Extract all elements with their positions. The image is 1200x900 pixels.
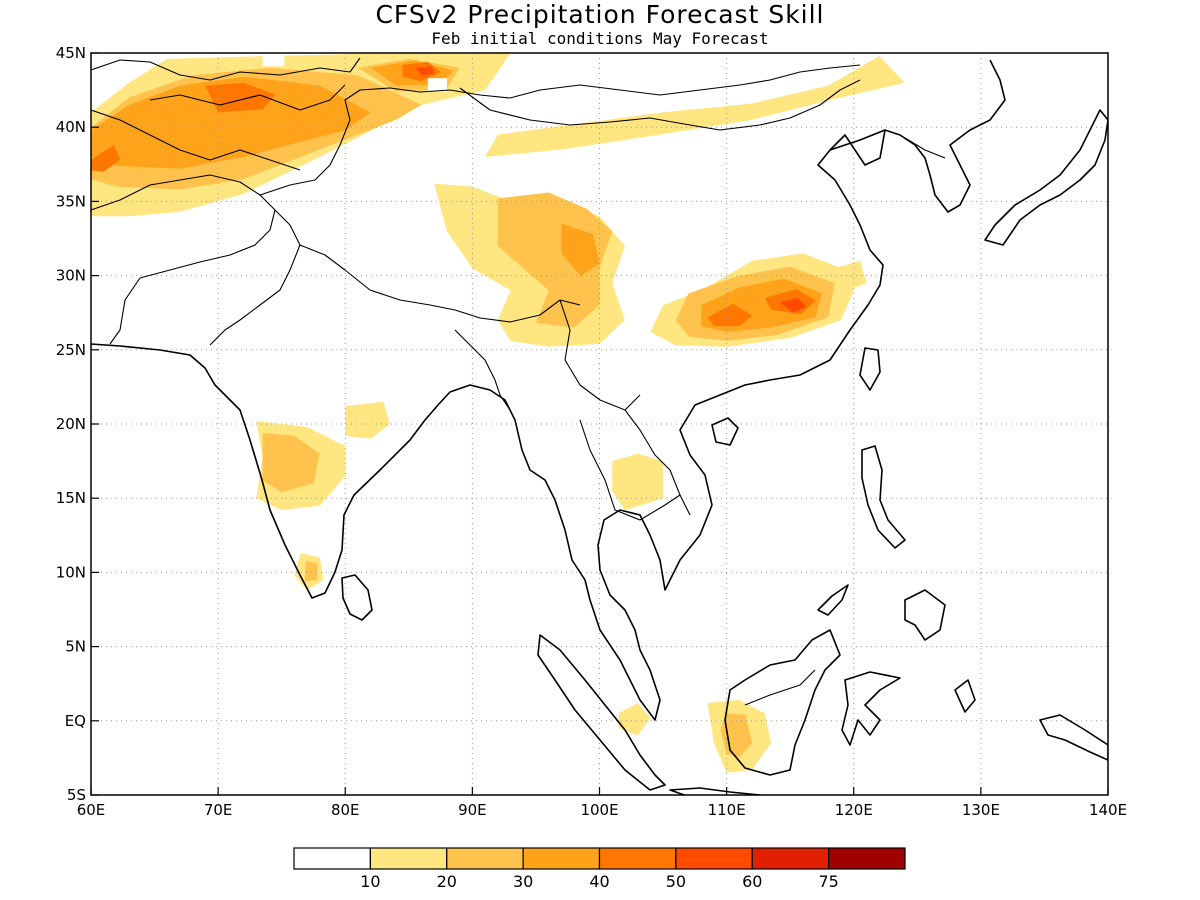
sulawesi-coast: [841, 671, 901, 746]
colorbar-label: 40: [589, 872, 609, 891]
colorbar-label: 30: [513, 872, 533, 891]
masked-grid-cell: [262, 53, 285, 67]
bohai-coast: [829, 129, 886, 166]
colorbar-label: 60: [742, 872, 762, 891]
pakistan-india-border: [209, 209, 301, 346]
colorbar-label: 10: [360, 872, 380, 891]
bangladesh-myanmar-border: [454, 329, 511, 411]
lat-tick-label: 25N: [56, 341, 86, 359]
colorbar-swatch: [293, 847, 371, 870]
colorbar-swatch: [446, 847, 524, 870]
lon-tick-label: 70E: [204, 801, 233, 819]
skill-shading-layer: [91, 53, 905, 773]
halmahera-coast: [954, 679, 976, 713]
lon-tick-label: 110E: [708, 801, 746, 819]
masked-grid-cell: [427, 78, 447, 92]
lon-tick-label: 140E: [1089, 801, 1127, 819]
uzbek-turkmen-borders: [91, 109, 301, 171]
malaysia-indonesia-border: [744, 669, 816, 706]
lat-tick-label: 30N: [56, 267, 86, 285]
thailand-cambodia-border: [579, 419, 681, 521]
new-guinea-coast: [1039, 714, 1108, 761]
taiwan-coast: [859, 347, 881, 391]
skill-region-level-3: [91, 76, 371, 169]
lat-lon-gridlines: [91, 53, 1108, 795]
china-west-border: [259, 64, 861, 196]
colorbar-swatch: [675, 847, 753, 870]
lon-tick-label: 120E: [835, 801, 873, 819]
lat-tick-label: 40N: [56, 118, 86, 136]
lat-tick-label: 10N: [56, 563, 86, 581]
skill-region-level-4: [707, 303, 753, 327]
lat-tick-label: 20N: [56, 415, 86, 433]
skill-region-level-5: [780, 297, 807, 313]
java-coast: [669, 787, 761, 795]
skill-region-level-2: [720, 713, 753, 758]
lat-tick-label: 5N: [65, 638, 86, 656]
lat-tick-label: 45N: [56, 44, 86, 62]
lat-tick-label: 15N: [56, 489, 86, 507]
colorbar-swatch: [598, 847, 677, 870]
borneo-coast: [724, 629, 841, 776]
skill-region-level-2: [304, 560, 318, 582]
skill-region-level-3: [561, 223, 600, 276]
afghanistan-border: [91, 174, 276, 345]
map-title: CFSv2 Precipitation Forecast Skill: [375, 0, 824, 29]
colorbar-label: 75: [818, 872, 838, 891]
lat-tick-label: 35N: [56, 192, 86, 210]
lat-tick-label: 5S: [67, 786, 86, 804]
sumatra-coast: [537, 634, 666, 791]
colorbar-label: 50: [666, 872, 686, 891]
skill-region-level-2: [497, 192, 613, 328]
skill-region-level-1: [618, 703, 651, 736]
korea-border: [904, 137, 946, 159]
himalaya-border: [299, 244, 581, 323]
country-borders: [91, 57, 946, 706]
skill-region-level-1: [485, 56, 905, 157]
central-asia-borders: [91, 57, 361, 81]
kazakh-border: [149, 84, 346, 111]
lat-tick-label: EQ: [65, 712, 86, 730]
lon-tick-label: 90E: [458, 801, 487, 819]
skill-region-level-1: [345, 401, 390, 439]
skill-region-level-4: [91, 145, 121, 172]
colorbar-swatch: [751, 847, 830, 870]
hainan-coast: [711, 417, 739, 446]
mongolia-china-border: [459, 79, 861, 131]
japan-coast: [984, 109, 1108, 246]
colorbar-swatch: [828, 847, 906, 870]
skill-region-level-1: [834, 260, 867, 291]
skill-region-level-5: [415, 66, 435, 76]
coastline-layer: [91, 59, 1108, 795]
palawan-coast: [817, 584, 849, 616]
skill-region-level-4: [205, 82, 276, 113]
philippines-luzon-coast: [861, 445, 906, 549]
lon-tick-label: 130E: [962, 801, 1000, 819]
colorbar-swatch: [522, 847, 601, 870]
colorbar-label: 20: [437, 872, 457, 891]
lon-tick-label: 80E: [331, 801, 360, 819]
skill-region-level-1: [612, 453, 664, 511]
mainland-coastline: [91, 59, 1006, 721]
skill-region-level-2: [262, 432, 320, 493]
colorbar-swatch: [369, 847, 448, 870]
axis-tick-labels: 60E 70E 80E 90E 100E 110E 120E 130E 140E 45N 40N 35…: [56, 44, 1127, 819]
plot-frame-and-ticks: [90, 52, 1109, 796]
sri-lanka-coast: [341, 574, 373, 621]
philippines-mindanao-coast: [904, 589, 946, 641]
lon-tick-label: 100E: [580, 801, 618, 819]
laos-vietnam-border: [624, 409, 691, 516]
lon-tick-label: 60E: [77, 801, 106, 819]
colorbar: 10 20 30 40 50 60 75: [293, 847, 906, 891]
map-subtitle: Feb initial conditions May Forecast: [431, 29, 768, 48]
masked-grid-cell: [821, 109, 844, 131]
